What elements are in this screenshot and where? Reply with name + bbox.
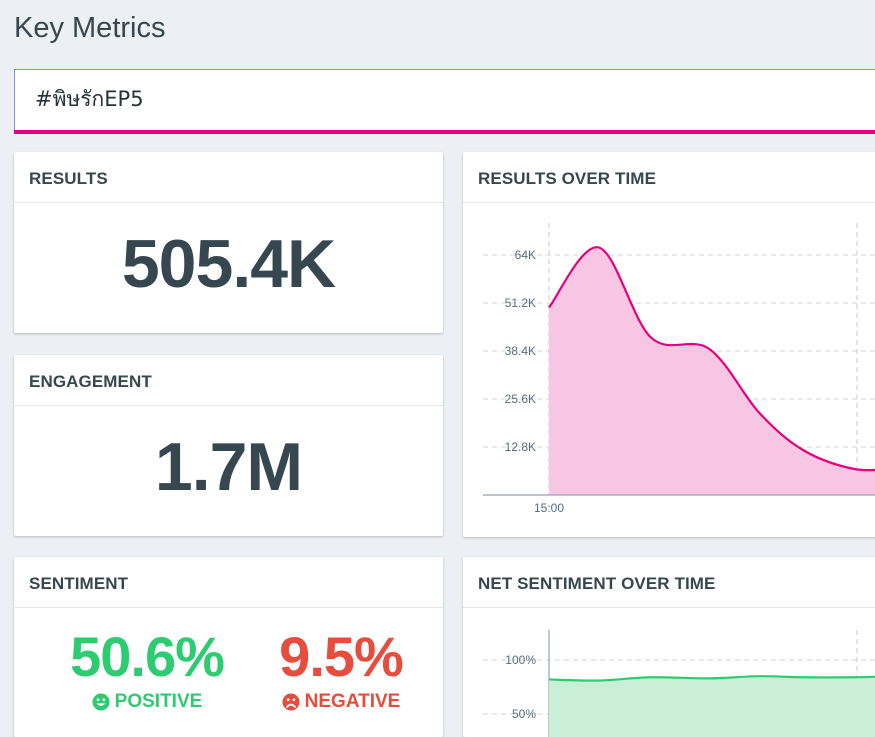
positive-sentiment: 50.6% POSITIVE xyxy=(52,629,242,713)
net-sentiment-line xyxy=(548,675,875,682)
y-tick-label: 50% xyxy=(512,707,536,721)
net-sentiment-over-time-card: NET SENTIMENT OVER TIME 100% 50% xyxy=(463,557,875,737)
y-tick-label: 64K xyxy=(515,248,536,262)
results-card-title: RESULTS xyxy=(14,152,443,203)
net-sentiment-over-time-title: NET SENTIMENT OVER TIME xyxy=(463,557,875,608)
negative-percent: 9.5% xyxy=(279,625,404,688)
results-over-time-card: RESULTS OVER TIME 64K 51.2K 38.4K 25.6K 12.8… xyxy=(463,152,875,537)
engagement-value: 1.7M xyxy=(154,429,303,505)
negative-sentiment: 9.5% NEGATIVE xyxy=(256,629,426,713)
results-over-time-title: RESULTS OVER TIME xyxy=(463,152,875,203)
sentiment-card-title: SENTIMENT xyxy=(14,557,443,608)
page-title: Key Metrics xyxy=(14,12,166,44)
sentiment-card: SENTIMENT 50.6% POSITIVE 9.5% NEGATIVE xyxy=(14,557,443,737)
x-tick-label: 15:00 xyxy=(534,501,564,515)
search-input[interactable] xyxy=(35,87,795,111)
net-sentiment-over-time-chart: 100% 50% xyxy=(483,630,875,737)
negative-label: NEGATIVE xyxy=(304,691,401,712)
positive-percent: 50.6% xyxy=(70,625,225,688)
y-tick-label: 25.6K xyxy=(505,392,536,406)
results-over-time-chart: 64K 51.2K 38.4K 25.6K 12.8K 15:00 xyxy=(483,223,875,515)
search-box[interactable] xyxy=(14,69,875,134)
results-value: 505.4K xyxy=(121,226,336,302)
y-tick-label: 100% xyxy=(505,653,536,667)
positive-label: POSITIVE xyxy=(114,691,203,712)
frown-icon xyxy=(282,693,300,711)
results-card: RESULTS 505.4K xyxy=(14,152,443,333)
results-area xyxy=(549,247,875,495)
y-tick-label: 12.8K xyxy=(505,440,536,454)
engagement-card: ENGAGEMENT 1.7M xyxy=(14,355,443,536)
y-tick-label: 38.4K xyxy=(505,344,536,358)
results-line xyxy=(548,246,875,472)
net-sentiment-area xyxy=(549,676,875,737)
engagement-card-title: ENGAGEMENT xyxy=(14,355,443,406)
smile-icon xyxy=(92,693,110,711)
y-tick-label: 51.2K xyxy=(505,296,536,310)
